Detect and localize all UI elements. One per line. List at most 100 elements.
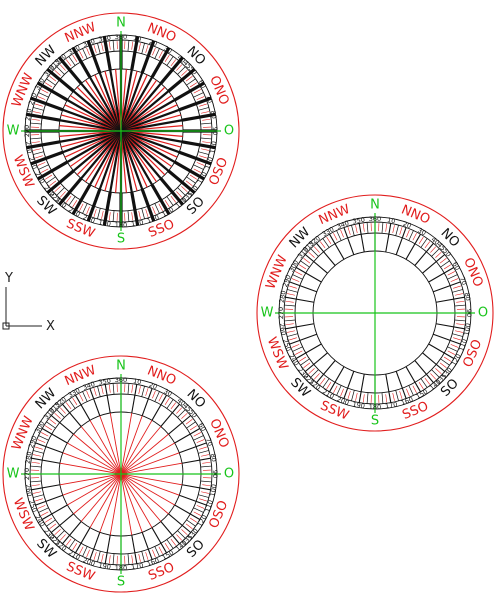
ring-tick	[141, 208, 145, 219]
ring-tick	[414, 360, 434, 384]
ring-tick	[200, 465, 212, 468]
ring-tick	[329, 366, 345, 393]
outer-ray	[58, 177, 83, 206]
ring-minor-tick	[454, 293, 463, 296]
ring-minor-tick	[164, 397, 170, 406]
ring-minor-tick	[326, 381, 332, 390]
degree-label: 45	[182, 402, 194, 414]
outer-ring	[2, 12, 240, 250]
ring-minor-tick	[181, 412, 188, 419]
ring-minor-tick	[200, 148, 209, 151]
ring-minor-tick	[37, 439, 46, 443]
ring-minor-tick	[65, 538, 72, 546]
ring-minor-tick	[108, 555, 111, 564]
ring-minor-tick	[108, 384, 111, 393]
degree-label: 90	[211, 127, 219, 135]
degree-label: 70	[204, 437, 214, 448]
ring-tick	[50, 415, 74, 435]
ring-tick	[343, 227, 355, 255]
ring-tick	[289, 333, 317, 345]
ring-minor-tick	[33, 454, 42, 457]
ring-tick	[186, 176, 196, 184]
ring-tick	[166, 56, 174, 66]
degree-label: 30	[162, 44, 173, 55]
ring-tick	[381, 392, 384, 404]
ring-minor-tick	[35, 103, 43, 107]
ring-minor-tick	[392, 392, 395, 401]
inner-spoke	[120, 473, 183, 486]
ring-tick	[408, 230, 414, 241]
ring-minor-tick	[295, 271, 303, 276]
inner-spoke	[119, 72, 144, 132]
ring-minor-tick	[202, 461, 211, 464]
ring-tick	[41, 504, 68, 520]
outer-ray	[181, 140, 216, 150]
ring-tick	[336, 385, 342, 396]
ring-minor-tick	[176, 407, 183, 414]
degree-label: 200	[82, 213, 96, 225]
ring-tick	[82, 48, 88, 59]
ring-tick	[160, 403, 180, 427]
ring-minor-tick	[181, 69, 188, 76]
cardinal-label: W	[7, 467, 20, 482]
ring-minor-tick	[158, 51, 163, 59]
ring-tick	[104, 534, 111, 564]
ring-minor-tick	[72, 542, 78, 551]
ring-tick	[300, 358, 310, 366]
degree-label: 10	[133, 377, 143, 386]
degree-label: 110	[203, 156, 215, 170]
inner-spoke	[67, 442, 122, 475]
ring-tick	[395, 371, 407, 399]
degree-label: 200	[336, 395, 350, 407]
inner-spoke	[120, 119, 183, 133]
ring-tick	[395, 390, 399, 401]
ring-minor-tick	[202, 118, 211, 121]
outer-ray	[30, 150, 64, 166]
ring-tick	[292, 274, 303, 280]
outer-ray	[26, 112, 61, 122]
degree-label: 90	[465, 309, 473, 317]
inner-spoke	[66, 99, 122, 132]
ring-tick	[186, 519, 196, 527]
inner-spoke	[80, 473, 122, 522]
ring-minor-tick	[340, 388, 344, 397]
ring-tick	[435, 323, 465, 330]
ring-tick	[431, 248, 440, 257]
inner-spoke	[120, 99, 176, 132]
ring-minor-tick	[37, 505, 46, 509]
ring-tick	[414, 242, 434, 266]
ring-tick	[454, 304, 466, 307]
ring-minor-tick	[303, 257, 311, 264]
outer-ray	[173, 160, 205, 181]
ring-minor-tick	[164, 54, 170, 63]
degree-label: 50	[187, 65, 198, 76]
ring-minor-tick	[41, 89, 49, 94]
inner-spoke	[109, 473, 122, 536]
ring-tick	[304, 254, 328, 274]
ring-tick	[46, 421, 56, 429]
ring-minor-tick	[65, 195, 72, 203]
inner-spoke	[62, 129, 122, 154]
ring-minor-tick	[347, 227, 351, 235]
ring-minor-tick	[326, 236, 332, 245]
ring-tick	[351, 390, 355, 401]
ring-tick	[154, 391, 160, 402]
ring-tick	[50, 513, 74, 533]
degree-label: 350	[352, 216, 366, 226]
degree-label: 45	[436, 241, 448, 253]
ring-tick	[440, 358, 450, 366]
ring-minor-tick	[285, 323, 294, 326]
degree-label: 70	[458, 276, 468, 287]
outer-ray	[86, 188, 102, 222]
ring-minor-tick	[199, 155, 207, 159]
outer-ray	[181, 112, 216, 122]
ring-minor-tick	[145, 209, 149, 217]
degree-label: 260	[24, 483, 34, 497]
inner-spoke	[73, 473, 122, 515]
ring-tick	[179, 442, 207, 454]
inner-spoke	[109, 412, 122, 475]
degree-label: 340	[336, 219, 350, 231]
inner-spoke	[120, 426, 162, 475]
ring-minor-tick	[435, 251, 442, 258]
degree-label: 160	[146, 556, 160, 568]
